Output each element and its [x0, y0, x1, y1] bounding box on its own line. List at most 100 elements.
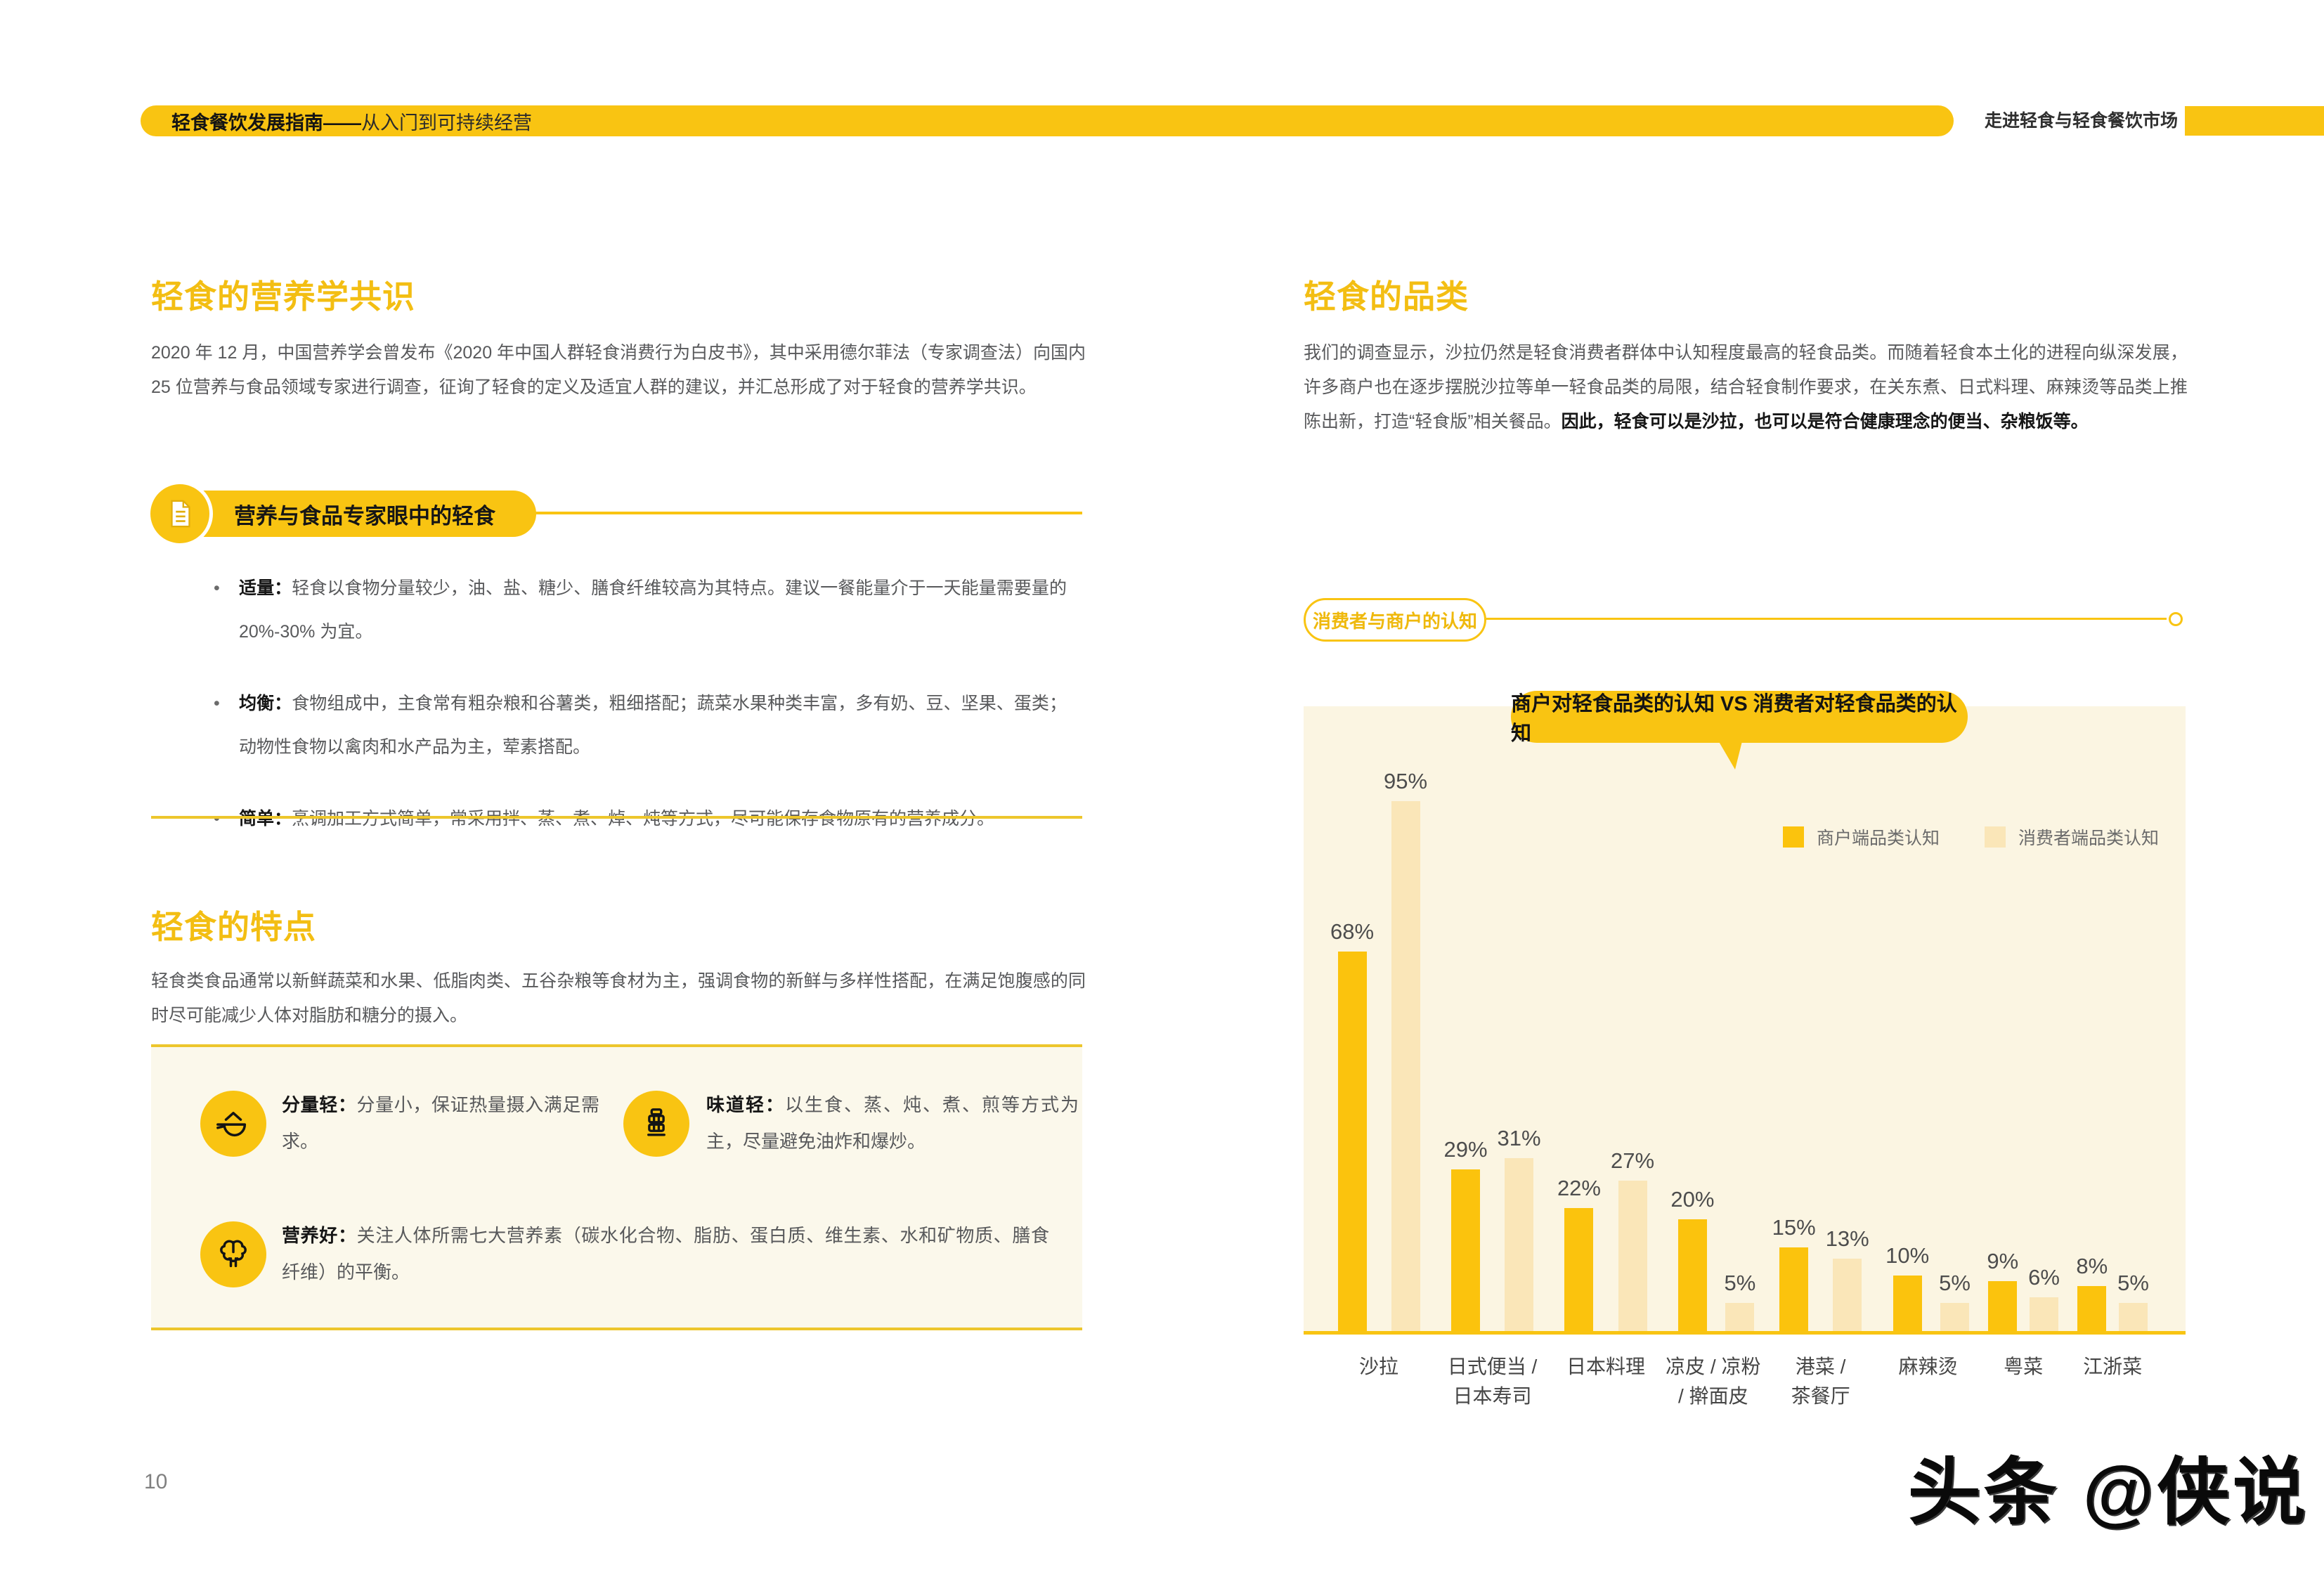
bar-merchant — [1677, 1219, 1707, 1331]
bar-consumer — [1940, 1303, 1970, 1331]
bullet-text: 轻食以食物分量较少，油、盐、糖少、膳食纤维较高为其特点。建议一餐能量介于一天能量… — [239, 578, 1067, 642]
expert-bullet-list: 适量：轻食以食物分量较少，油、盐、糖少、膳食纤维较高为其特点。建议一餐能量介于一… — [211, 566, 1067, 869]
bar-value-label: 5% — [2117, 1271, 2149, 1295]
bar-column: 29% — [1443, 1137, 1488, 1331]
bullet-balanced: 均衡：食物组成中，主食常有粗杂粮和谷薯类，粗细搭配；蔬菜水果种类丰富，多有奶、豆… — [211, 682, 1067, 769]
bullet-lead: 适量： — [239, 578, 292, 598]
feature-text: 关注人体所需七大营养素（碳水化合物、脂肪、蛋白质、维生素、水和矿物质、膳食纤维）… — [282, 1225, 1049, 1283]
feature-taste: 味道轻：以生食、蒸、炖、煮、煎等方式为主，尽量避免油炸和爆炒。 — [706, 1086, 1079, 1160]
expert-pill: 营养与食品专家眼中的轻食 — [147, 481, 536, 547]
steamer-icon — [623, 1091, 689, 1157]
bar-column: 5% — [2117, 1271, 2149, 1331]
feature-portion: 分量轻：分量小，保证热量摄入满足需求。 — [282, 1086, 599, 1160]
bullet-moderate: 适量：轻食以食物分量较少，油、盐、糖少、膳食纤维较高为其特点。建议一餐能量介于一… — [211, 566, 1067, 654]
watermark: 头条 @侠说 — [1907, 1452, 2309, 1533]
chart-category-group: 22% 27% 日本料理 — [1557, 1148, 1654, 1377]
feature-text: 以生食、蒸、炖、煮、煎等方式为主，尽量避免油炸和爆炒。 — [706, 1094, 1079, 1152]
header-title-bold: 轻食餐饮发展指南—— — [171, 112, 361, 134]
feature-text: 分量小，保证热量摄入满足需求。 — [282, 1094, 599, 1152]
category-label: 港菜 / 茶餐厅 — [1791, 1356, 1850, 1407]
bar-consumer — [1833, 1259, 1862, 1331]
bowl-icon — [200, 1091, 266, 1157]
cognition-line-end-dot — [2169, 612, 2183, 626]
category-label: 凉皮 / 凉粉 / 擀面皮 — [1666, 1356, 1761, 1407]
bar-consumer — [1618, 1181, 1647, 1331]
bullet-lead: 简单： — [239, 809, 292, 829]
expert-pill-row: 营养与食品专家眼中的轻食 — [147, 481, 1082, 547]
bar-value-label: 6% — [2028, 1265, 2060, 1290]
feature-lead: 分量轻： — [282, 1094, 357, 1115]
categories-paragraph-bold: 因此，轻食可以是沙拉，也可以是符合健康理念的便当、杂粮饭等。 — [1561, 412, 2089, 431]
chart-category-group: 20% 5% 凉皮 / 凉粉 / 擀面皮 — [1666, 1187, 1760, 1407]
chart-category-group: 15% 13% 港菜 / 茶餐厅 — [1772, 1215, 1869, 1407]
bar-column: 95% — [1384, 769, 1427, 1331]
bar-value-label: 68% — [1330, 919, 1375, 944]
feature-lead: 味道轻： — [706, 1094, 785, 1115]
bar-value-label: 5% — [1939, 1271, 1971, 1295]
bar-merchant — [1450, 1169, 1480, 1331]
page-number: 10 — [144, 1470, 168, 1493]
feature-lead: 营养好： — [282, 1225, 357, 1246]
bar-value-label: 22% — [1557, 1176, 1601, 1200]
chart-category-group: 10% 5% 麻辣烫 — [1885, 1243, 1971, 1377]
category-label: 麻辣烫 — [1898, 1356, 1958, 1377]
bar-column: 5% — [1724, 1271, 1755, 1331]
features-box: 分量轻：分量小，保证热量摄入满足需求。 味道轻：以生食、蒸、炖、煮、煎等方式为主… — [151, 1044, 1082, 1330]
categories-paragraph: 我们的调查显示，沙拉仍然是轻食消费者群体中认知程度最高的轻食品类。而随着轻食本土… — [1304, 336, 2188, 439]
bullet-simple: 简单：烹调加工方式简单，常采用拌、蒸、煮、焯、炖等方式，尽可能保存食物原有的营养… — [211, 797, 1067, 841]
bar-value-label: 8% — [2076, 1254, 2108, 1278]
legend-label-consumer: 消费者端品类认知 — [2018, 829, 2159, 848]
bar-column: 5% — [1939, 1271, 1971, 1331]
chart-category-group: 9% 6% 粤菜 — [1987, 1249, 2060, 1377]
bar-value-label: 95% — [1384, 769, 1428, 793]
header-right-text: 走进轻食与轻食餐饮市场 — [1985, 111, 2179, 131]
bullet-text: 烹调加工方式简单，常采用拌、蒸、煮、焯、炖等方式，尽可能保存食物原有的营养成分。 — [292, 809, 995, 829]
bar-consumer — [1391, 801, 1420, 1331]
header-bar: 轻食餐饮发展指南—— 从入门到可持续经营 — [141, 105, 1954, 136]
nutrition-icon — [200, 1221, 266, 1287]
bar-value-label: 27% — [1610, 1148, 1655, 1173]
bar-merchant — [2077, 1286, 2107, 1331]
bar-column: 8% — [2076, 1254, 2108, 1331]
bar-value-label: 5% — [1724, 1271, 1756, 1295]
bar-consumer — [1505, 1158, 1534, 1331]
bar-consumer — [2119, 1303, 2148, 1331]
bar-value-label: 29% — [1443, 1137, 1488, 1162]
header-title-rest: 从入门到可持续经营 — [361, 112, 532, 134]
bar-value-label: 20% — [1670, 1187, 1715, 1212]
chart-legend: 商户端品类认知 消费者端品类认知 — [1782, 824, 2159, 850]
category-cognition-chart: 商户对轻食品类的认知 VS 消费者对轻食品类的认知 商户端品类认知 消费者端品类… — [1304, 691, 2186, 1407]
bar-column: 15% — [1772, 1215, 1816, 1331]
categories-paragraph-normal: 我们的调查显示，沙拉仍然是轻食消费者群体中认知程度最高的轻食品类。而随着轻食本土… — [1304, 343, 2188, 431]
cognition-pill: 消费者与商户的认知 — [1304, 598, 1486, 642]
bar-merchant — [1988, 1281, 2018, 1331]
bar-column: 68% — [1330, 919, 1374, 1331]
bar-merchant — [1564, 1208, 1594, 1331]
bar-column: 13% — [1826, 1226, 1869, 1331]
category-label: 江浙菜 — [2083, 1356, 2143, 1377]
nutrition-consensus-paragraph: 2020 年 12 月，中国营养学会曾发布《2020 年中国人群轻食消费行为白皮… — [151, 343, 1086, 397]
category-label: 粤菜 — [2004, 1356, 2044, 1377]
expert-pill-line — [531, 512, 1082, 514]
category-label: 沙拉 — [1359, 1356, 1399, 1377]
divider-rule — [151, 816, 1082, 819]
bullet-text: 食物组成中，主食常有粗杂粮和谷薯类，粗细搭配；蔬菜水果种类丰富，多有奶、豆、坚果… — [239, 694, 1067, 757]
bar-consumer — [1725, 1303, 1755, 1331]
bar-value-label: 13% — [1825, 1226, 1869, 1251]
bar-column: 20% — [1670, 1187, 1714, 1331]
section-title-nutrition-consensus: 轻食的营养学共识 — [151, 278, 415, 315]
bar-value-label: 31% — [1497, 1126, 1541, 1150]
bar-column: 6% — [2028, 1265, 2060, 1331]
cognition-pill-label: 消费者与商户的认知 — [1312, 610, 1477, 632]
chart-title-bubble: 商户对轻食品类的认知 VS 消费者对轻食品类的认知 — [1511, 691, 1968, 770]
legend-swatch-merchant — [1782, 826, 1804, 848]
bar-column: 27% — [1611, 1148, 1654, 1331]
feature-nutrition: 营养好：关注人体所需七大营养素（碳水化合物、脂肪、蛋白质、维生素、水和矿物质、膳… — [282, 1217, 1049, 1290]
bar-column: 10% — [1885, 1243, 1929, 1331]
expert-pill-label: 营养与食品专家眼中的轻食 — [234, 503, 495, 528]
section-title-features: 轻食的特点 — [151, 909, 316, 945]
section-title-categories: 轻食的品类 — [1304, 278, 1469, 315]
bar-column: 22% — [1557, 1176, 1601, 1331]
bar-consumer — [2030, 1297, 2059, 1331]
